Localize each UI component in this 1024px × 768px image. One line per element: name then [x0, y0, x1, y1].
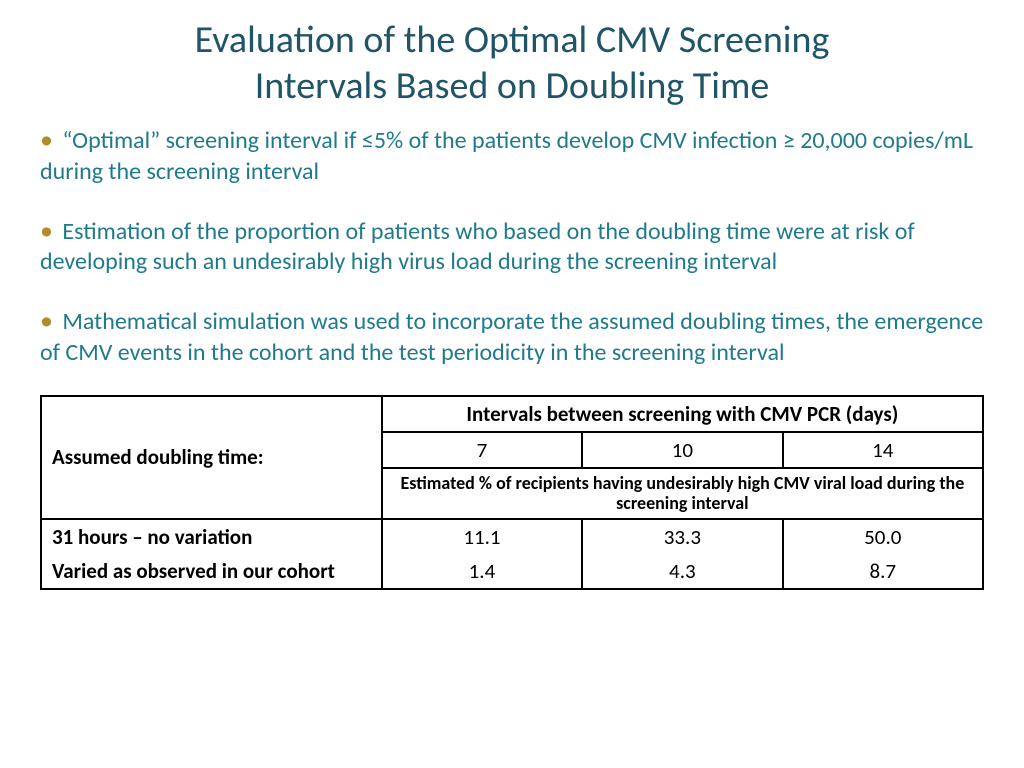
- table-row: Varied as observed in our cohort 1.4 4.3…: [41, 554, 983, 589]
- bullet-item: • “Optimal” screening interval if ≤5% of…: [40, 123, 984, 187]
- cell-value: 33.3: [582, 519, 782, 554]
- title-line-2: Intervals Based on Doubling Time: [255, 63, 770, 109]
- table-row: 31 hours – no variation 11.1 33.3 50.0: [41, 519, 983, 554]
- cell-value: 8.7: [783, 554, 983, 589]
- col-day: 10: [582, 432, 782, 468]
- slide-title: Evaluation of the Optimal CMV Screening …: [40, 18, 984, 109]
- cell-value: 1.4: [382, 554, 582, 589]
- bullet-dot-icon: •: [40, 214, 53, 246]
- cell-value: 11.1: [382, 519, 582, 554]
- bullet-list: • “Optimal” screening interval if ≤5% of…: [40, 123, 984, 368]
- table-row: Assumed doubling time: Intervals between…: [41, 396, 983, 432]
- cell-value: 50.0: [783, 519, 983, 554]
- bullet-text: Estimation of the proportion of patients…: [40, 217, 915, 277]
- col-day: 14: [783, 432, 983, 468]
- cell-value: 4.3: [582, 554, 782, 589]
- slide: Evaluation of the Optimal CMV Screening …: [0, 0, 1024, 768]
- bullet-text: Mathematical simulation was used to inco…: [40, 307, 983, 367]
- title-line-1: Evaluation of the Optimal CMV Screening: [195, 17, 830, 63]
- header-main: Intervals between screening with CMV PCR…: [382, 396, 983, 432]
- row-label: 31 hours – no variation: [41, 519, 382, 554]
- data-table: Assumed doubling time: Intervals between…: [40, 395, 984, 590]
- corner-label: Assumed doubling time:: [41, 396, 382, 519]
- bullet-item: • Estimation of the proportion of patien…: [40, 214, 984, 278]
- bullet-text: “Optimal” screening interval if ≤5% of t…: [40, 126, 973, 186]
- col-day: 7: [382, 432, 582, 468]
- bullet-dot-icon: •: [40, 304, 53, 336]
- bullet-item: • Mathematical simulation was used to in…: [40, 304, 984, 368]
- bullet-dot-icon: •: [40, 123, 53, 155]
- row-label: Varied as observed in our cohort: [41, 554, 382, 589]
- header-sub: Estimated % of recipients having undesir…: [382, 468, 983, 519]
